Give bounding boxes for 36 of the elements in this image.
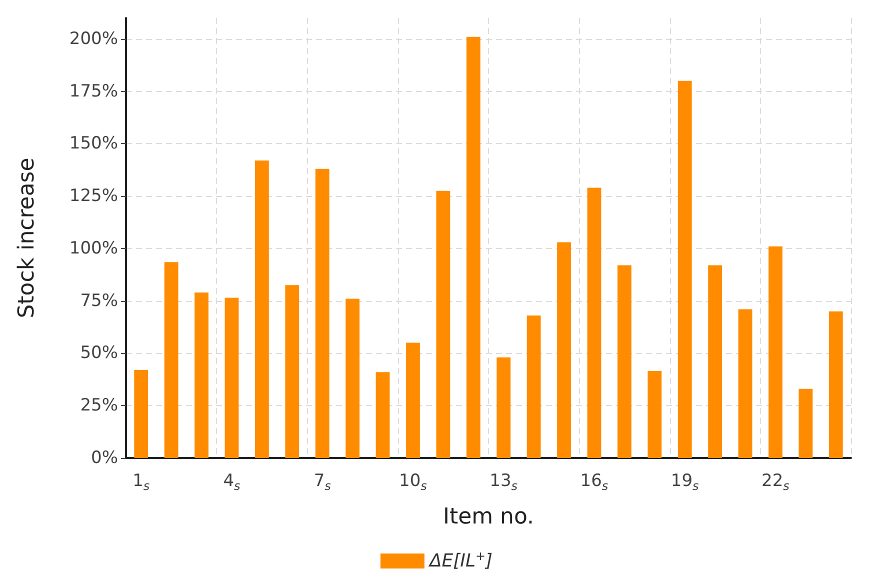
y-axis-title: Stock increase: [14, 158, 40, 318]
bar: [768, 246, 782, 458]
y-tick-label: 0%: [91, 448, 118, 468]
y-tick-label: 25%: [80, 396, 118, 416]
bar: [376, 372, 390, 458]
bar: [285, 285, 300, 458]
bar: [496, 357, 511, 458]
bar: [466, 36, 480, 458]
bar: [436, 190, 450, 458]
x-axis-title: Item no.: [442, 504, 534, 530]
bar: [678, 80, 692, 458]
bar: [557, 242, 571, 458]
y-tick-label: 75%: [80, 290, 118, 311]
bar: [828, 311, 843, 458]
bar: [406, 342, 420, 458]
bar: [346, 298, 360, 458]
bar: [648, 371, 662, 458]
y-tick-label: 125%: [69, 186, 118, 206]
bar: [587, 188, 602, 458]
bar: [254, 160, 269, 458]
y-tick-label: 200%: [69, 28, 118, 49]
bar: [617, 265, 632, 458]
bar: [798, 388, 813, 458]
bar: [224, 298, 239, 458]
bar: [164, 262, 178, 458]
bar: [315, 168, 330, 458]
y-tick-label: 150%: [69, 134, 118, 154]
y-tick-label: 175%: [69, 81, 118, 102]
bar: [526, 316, 541, 458]
y-tick-label: 50%: [80, 343, 118, 364]
y-tick-label: 100%: [69, 238, 118, 258]
legend-label: ΔE[IL+]: [427, 549, 493, 572]
bar: [194, 292, 208, 458]
bar: [708, 265, 722, 458]
bar: [738, 309, 752, 458]
bar: [134, 370, 148, 458]
